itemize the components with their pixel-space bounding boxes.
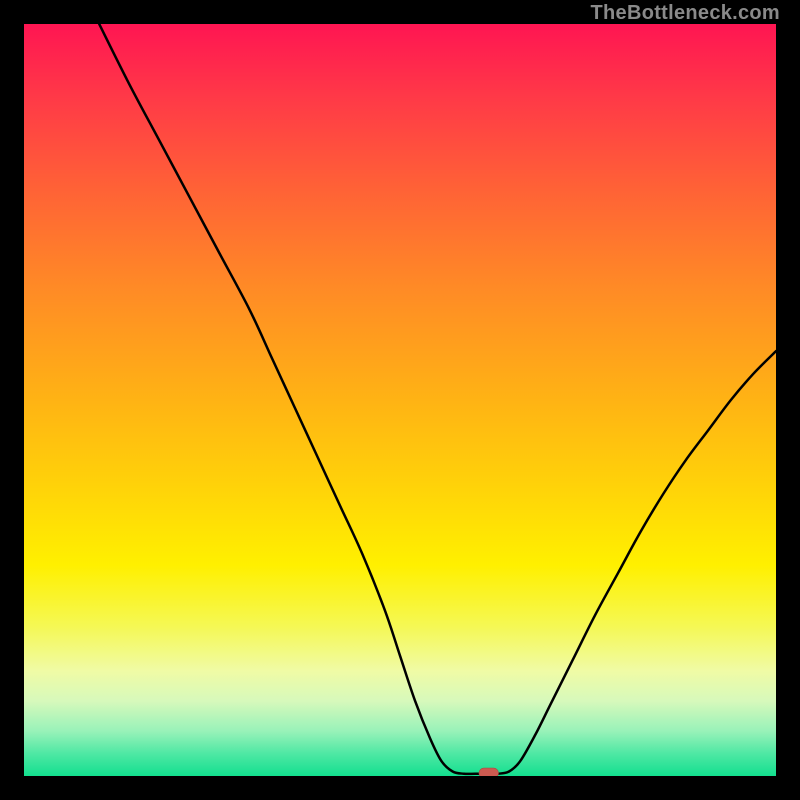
bottleneck-chart	[24, 24, 776, 776]
watermark-label: TheBottleneck.com	[591, 2, 780, 25]
optimal-marker	[479, 768, 499, 776]
plot-background	[24, 24, 776, 776]
chart-container: TheBottleneck.com	[0, 0, 800, 800]
